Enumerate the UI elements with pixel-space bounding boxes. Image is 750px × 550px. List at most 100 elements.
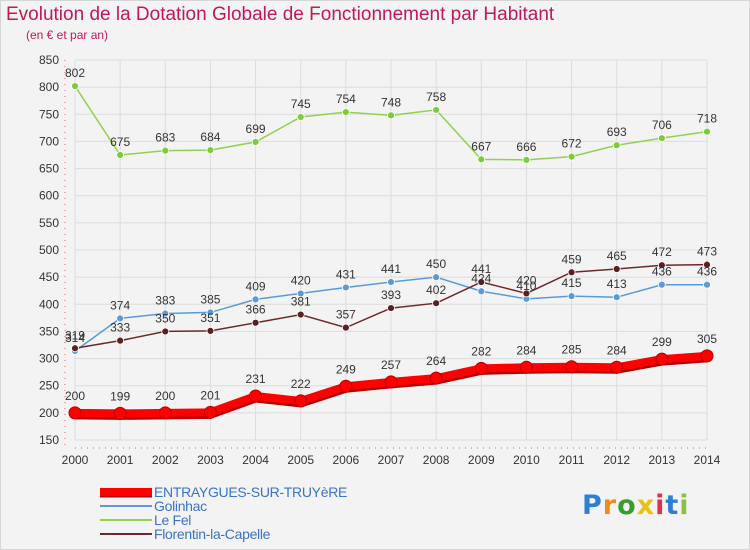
data-point (657, 134, 666, 143)
data-label: 284 (516, 343, 536, 357)
data-label: 420 (291, 273, 311, 287)
y-tick-label: 500 (39, 243, 59, 257)
data-label: 374 (110, 298, 130, 312)
data-point (387, 278, 395, 286)
data-label: 393 (381, 288, 401, 302)
data-point (161, 309, 170, 318)
logo-letter: i (679, 490, 690, 521)
data-point (71, 82, 79, 90)
data-label: 450 (426, 257, 446, 271)
data-label: 693 (607, 125, 627, 139)
legend-label-florentin: Florentin-la-Capelle (154, 526, 271, 542)
data-label: 249 (336, 362, 356, 376)
data-label: 473 (697, 245, 717, 259)
y-tick-label: 850 (39, 53, 59, 67)
data-point (71, 344, 79, 353)
y-tick-label: 150 (39, 433, 59, 447)
data-point (567, 268, 576, 277)
y-tick-label: 600 (39, 189, 59, 203)
x-tick-label: 2007 (378, 453, 405, 467)
data-label: 754 (336, 92, 356, 106)
data-label: 314 (65, 331, 85, 345)
data-label: 758 (426, 90, 446, 104)
data-point (249, 389, 263, 403)
data-label: 199 (110, 389, 130, 403)
y-tick-label: 400 (39, 297, 59, 311)
data-label: 350 (155, 311, 175, 325)
data-point (565, 360, 579, 374)
data-point (384, 375, 398, 389)
data-point (655, 352, 669, 366)
data-label: 319 (65, 328, 85, 342)
data-point (251, 295, 260, 304)
data-point (703, 260, 711, 269)
data-point (610, 360, 624, 374)
data-label: 222 (291, 377, 311, 391)
data-label: 748 (381, 95, 401, 109)
legend-label-entraygues: ENTRAYGUES-SUR-TRUYèRE (154, 484, 348, 500)
data-point (567, 152, 576, 161)
x-tick-label: 2003 (197, 453, 224, 467)
data-label: 201 (200, 388, 220, 402)
data-point (703, 127, 711, 136)
data-point (251, 318, 260, 327)
y-tick-label: 450 (39, 270, 59, 284)
data-label: 459 (562, 252, 582, 266)
data-label: 402 (426, 283, 446, 297)
data-label: 424 (471, 271, 491, 285)
data-label: 802 (65, 66, 85, 80)
data-point (113, 406, 127, 420)
data-point (296, 113, 305, 121)
data-point (703, 280, 711, 289)
data-label: 366 (246, 303, 266, 317)
x-tick-label: 2005 (287, 453, 314, 467)
y-tick-label: 700 (39, 134, 59, 148)
data-point (158, 406, 172, 420)
x-tick-label: 2000 (62, 453, 89, 467)
data-point (206, 308, 215, 317)
data-label: 672 (562, 137, 582, 151)
x-tick-label: 2012 (603, 453, 630, 467)
data-label: 667 (471, 139, 491, 153)
data-point (567, 292, 576, 301)
data-label: 675 (110, 135, 130, 149)
data-label: 357 (336, 308, 356, 322)
data-point (116, 336, 125, 345)
x-tick-label: 2001 (107, 453, 134, 467)
data-label: 441 (471, 262, 491, 276)
data-point (206, 146, 215, 155)
data-label: 385 (200, 292, 220, 306)
logo-letter: x (636, 490, 656, 521)
data-point (387, 111, 395, 120)
data-label: 200 (65, 389, 85, 403)
logo-letter: r (602, 490, 618, 521)
legend-swatch-golinhac (100, 505, 152, 507)
legend-swatch-entraygues (100, 488, 152, 498)
data-label: 284 (607, 343, 627, 357)
data-point (68, 406, 82, 420)
x-tick-label: 2002 (152, 453, 179, 467)
logo-letter: t (665, 490, 680, 521)
data-point (387, 304, 395, 312)
data-point (341, 283, 350, 292)
data-label: 231 (246, 372, 266, 386)
data-point (251, 138, 260, 146)
data-label: 305 (697, 332, 717, 346)
x-tick-label: 2008 (423, 453, 450, 467)
data-label: 299 (652, 335, 672, 349)
data-point (700, 349, 714, 363)
chart-title: Evolution de la Dotation Globale de Fonc… (6, 4, 555, 25)
x-tick-label: 2009 (468, 453, 495, 467)
legend-swatch-florentin (100, 533, 152, 535)
data-point (294, 394, 308, 408)
legend-label-golinhac: Golinhac (154, 498, 207, 514)
data-point (161, 327, 170, 336)
data-label: 441 (381, 262, 401, 276)
data-point (432, 299, 441, 308)
data-label: 410 (516, 279, 536, 293)
legend-swatch-le-fel (100, 519, 152, 521)
x-tick-label: 2014 (694, 453, 721, 467)
data-point (432, 106, 441, 114)
data-label: 431 (336, 267, 356, 281)
